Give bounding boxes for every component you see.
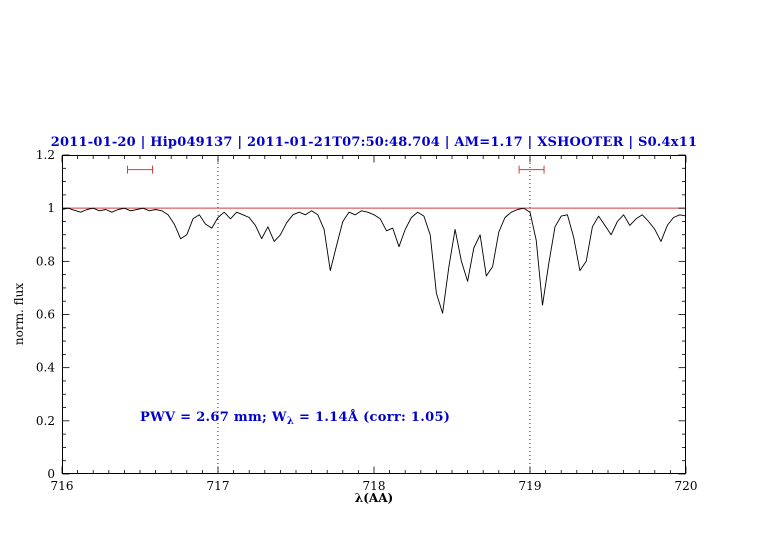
x-tick-label: 716 [51,479,74,493]
pwv-annotation-suffix: = 1.14Å (corr: 1.05) [294,410,451,425]
y-tick-label: 1 [47,201,55,215]
pwv-annotation-prefix: PWV = 2.67 mm; W [140,410,287,425]
y-tick-label: 0.8 [36,254,55,268]
y-tick-label: 0.6 [36,308,55,322]
y-axis-label: norm. flux [12,282,26,346]
pwv-annotation-subscript: λ [286,416,295,427]
x-tick-label: 718 [363,479,386,493]
x-tick-label: 719 [519,479,542,493]
y-tick-label: 0.4 [36,361,55,375]
spectrum-line [61,207,687,314]
y-tick-label: 1.2 [36,148,55,162]
y-tick-label: 0 [47,467,55,481]
plot-title: 2011-01-20 | Hip049137 | 2011-01-21T07:5… [50,135,698,150]
x-axis-label: λ(AA) [354,491,394,505]
x-tick-label: 720 [675,479,698,493]
x-tick-label: 717 [207,479,230,493]
y-tick-label: 0.2 [36,414,55,428]
pwv-annotation: PWV = 2.67 mm; Wλ = 1.14Å (corr: 1.05) [140,410,450,427]
